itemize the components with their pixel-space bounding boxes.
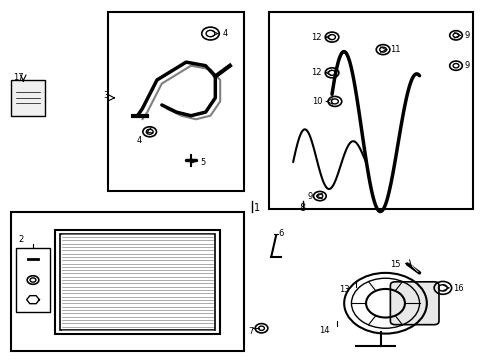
Text: 3: 3 [103, 91, 108, 100]
Text: 10: 10 [311, 97, 322, 106]
Text: 13: 13 [338, 285, 349, 294]
Text: 9: 9 [463, 61, 468, 70]
Text: 12: 12 [310, 33, 321, 42]
FancyBboxPatch shape [11, 212, 244, 351]
Text: 6: 6 [278, 229, 284, 238]
Bar [16, 248, 50, 312]
Text: 8: 8 [299, 203, 305, 213]
FancyBboxPatch shape [389, 282, 438, 325]
Text: 14: 14 [319, 327, 329, 336]
FancyBboxPatch shape [108, 12, 244, 191]
Text: 2: 2 [19, 235, 23, 244]
Text: 11: 11 [389, 45, 400, 54]
Text: 4: 4 [136, 136, 141, 145]
Text: 15: 15 [389, 260, 400, 269]
Text: 9: 9 [463, 31, 468, 40]
Text: 1: 1 [254, 203, 260, 213]
Text: 16: 16 [453, 284, 463, 293]
FancyBboxPatch shape [11, 80, 45, 116]
Text: 12: 12 [310, 68, 321, 77]
Text: 5: 5 [201, 158, 205, 167]
Text: 4: 4 [222, 29, 227, 38]
Text: 17: 17 [14, 73, 24, 82]
Bar [55, 230, 220, 334]
Bar [60, 234, 215, 330]
Text: 9: 9 [306, 192, 312, 201]
FancyBboxPatch shape [268, 12, 472, 208]
Text: 7: 7 [247, 327, 253, 336]
